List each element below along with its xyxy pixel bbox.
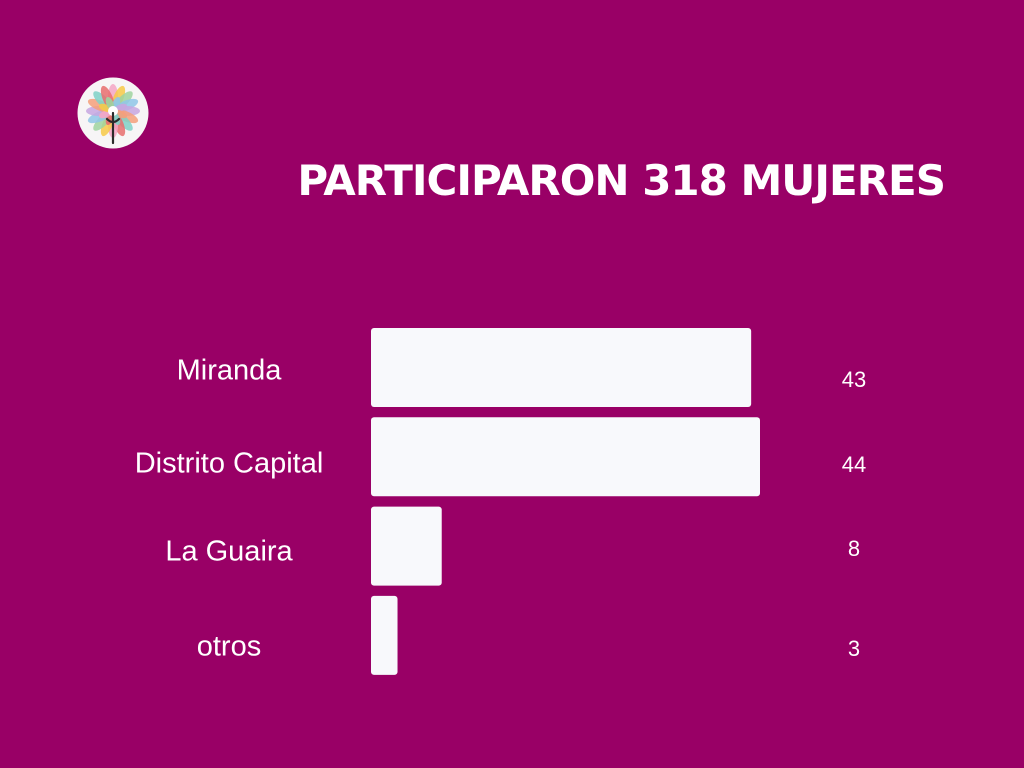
value-label: 43 <box>842 367 866 392</box>
lotus-logo-icon <box>77 77 149 149</box>
category-label: otros <box>197 631 261 663</box>
category-label: Distrito Capital <box>135 448 324 480</box>
category-label: Miranda <box>177 355 283 387</box>
bar-la-guaira <box>371 506 442 586</box>
value-label: 44 <box>842 452 866 477</box>
logo-figure <box>105 111 121 145</box>
bar-miranda <box>371 328 752 407</box>
chart-title: PARTICIPARON 318 MUJERES <box>297 156 946 205</box>
logo-center <box>108 106 118 116</box>
value-label: 3 <box>848 636 860 661</box>
category-label: La Guaira <box>165 536 293 568</box>
bar-otros <box>371 595 398 675</box>
bar-distrito-capital <box>371 417 760 497</box>
value-label: 8 <box>848 536 860 561</box>
